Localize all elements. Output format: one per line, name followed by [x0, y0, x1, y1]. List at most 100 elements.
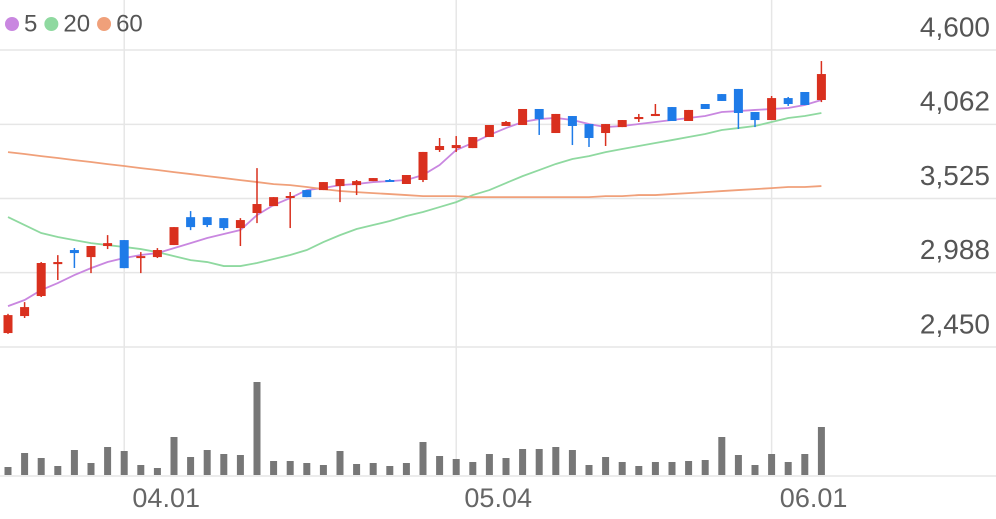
volume-bar — [469, 462, 477, 475]
candle-body — [800, 91, 810, 105]
volume-bar — [801, 454, 809, 475]
volume-bar — [817, 427, 825, 475]
ma-line — [7, 112, 822, 267]
candle-body — [302, 190, 312, 198]
candle-body — [418, 151, 428, 180]
candle-body — [733, 88, 743, 113]
legend-label: 60 — [116, 10, 143, 37]
volume-bar — [270, 461, 278, 475]
volume-bar — [519, 449, 527, 475]
candle-body — [152, 250, 162, 258]
volume-bar — [187, 457, 195, 475]
candle-body — [634, 116, 644, 120]
volume-bar — [419, 442, 427, 475]
candle-body — [219, 218, 229, 229]
volume-bar — [286, 461, 294, 475]
candle-body — [285, 196, 295, 199]
legend-label: 20 — [63, 10, 90, 37]
candle-body — [567, 116, 577, 126]
candle-body — [86, 246, 96, 258]
volume-bar — [336, 451, 344, 475]
candle-body — [169, 227, 179, 246]
volume-bar — [203, 450, 211, 475]
candle-body — [202, 217, 212, 226]
volume-bar — [137, 465, 145, 475]
candle-body — [252, 204, 262, 214]
y-tick-label: 2,988 — [920, 234, 990, 265]
candle-body — [551, 113, 561, 134]
candle-body — [750, 112, 760, 121]
volume-bar — [369, 463, 377, 475]
candle-body — [783, 98, 793, 105]
volume-bar — [784, 462, 792, 475]
candle-body — [235, 220, 245, 229]
candle-body — [717, 94, 727, 101]
volume-bar — [153, 468, 161, 475]
legend-dot — [44, 17, 59, 31]
candle-body — [617, 120, 627, 128]
x-tick-label: 05.04 — [464, 483, 532, 513]
volume-bar — [734, 455, 742, 475]
volume-bar — [303, 463, 311, 475]
volume-bar — [386, 466, 394, 475]
candle-body — [368, 178, 378, 182]
ma-line — [7, 151, 822, 199]
volume-bar — [768, 454, 776, 475]
candle-body — [816, 74, 826, 101]
x-tick-label: 04.01 — [132, 483, 200, 513]
y-tick-label: 2,450 — [920, 308, 990, 339]
volume-bar — [485, 454, 493, 475]
volume-bar — [236, 455, 244, 475]
volume-bar — [170, 437, 178, 475]
candle-body — [103, 243, 113, 247]
volume-bar — [253, 382, 261, 475]
candle-body — [650, 113, 660, 117]
volume-bar — [651, 462, 659, 475]
volume-bar — [751, 465, 759, 475]
volume-bar — [585, 465, 593, 475]
volume-bar — [54, 466, 62, 475]
candle-body — [36, 263, 46, 297]
volume-bar — [602, 457, 610, 475]
candle-body — [518, 108, 528, 126]
volume-bar — [701, 460, 709, 475]
volume-bar — [319, 465, 327, 475]
candle-body — [700, 104, 710, 109]
volume-bar — [402, 463, 410, 475]
legend-label: 5 — [24, 10, 37, 37]
volume-bar — [353, 464, 361, 475]
volume-bar — [120, 451, 128, 475]
candle-body — [119, 240, 129, 269]
volume-bar — [452, 459, 460, 475]
volume-bar — [70, 450, 78, 475]
candle-body — [584, 124, 594, 138]
volume-bar — [718, 437, 726, 475]
candle-body — [484, 125, 494, 138]
y-tick-label: 4,600 — [920, 11, 990, 42]
volume-bar — [37, 458, 45, 475]
candle-body — [385, 179, 395, 182]
volume-bar — [552, 447, 560, 475]
candle-body — [269, 197, 279, 207]
volume-bar — [535, 449, 543, 475]
candle-body — [501, 121, 511, 126]
volume-bar — [87, 463, 95, 475]
candle-body — [335, 179, 345, 187]
candle-body — [468, 137, 478, 149]
volume-bar — [668, 462, 676, 475]
candle-body — [451, 145, 461, 149]
volume-bar — [21, 453, 29, 475]
y-tick-label: 3,525 — [920, 160, 990, 191]
candle-body — [401, 175, 411, 184]
volume-bar — [502, 458, 510, 475]
candle-body — [534, 108, 544, 120]
candle-body — [53, 262, 63, 265]
volume-bar — [685, 461, 693, 475]
volume-bar — [220, 454, 228, 475]
ma-line — [7, 99, 822, 307]
candle-body — [318, 182, 328, 191]
candle-body — [136, 256, 146, 259]
candle-body — [69, 250, 79, 254]
candle-body — [684, 109, 694, 122]
